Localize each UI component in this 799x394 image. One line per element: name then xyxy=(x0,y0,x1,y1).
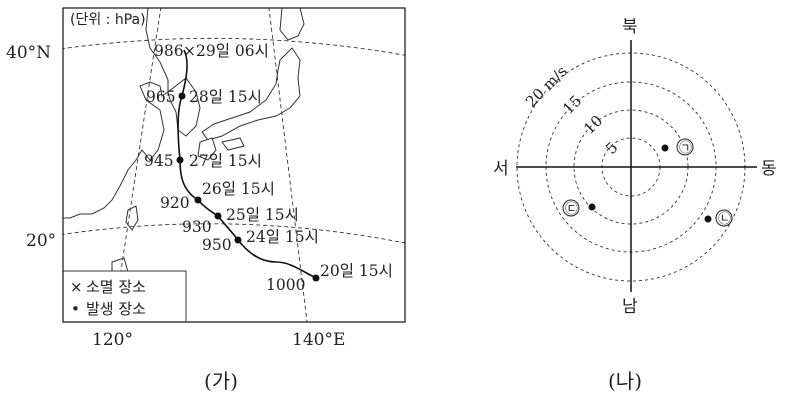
land-japan-north xyxy=(279,8,305,41)
legend-genesis-label: 발생 장소 xyxy=(86,300,146,318)
dissipation-marker-x: × xyxy=(183,42,196,60)
land-shikoku xyxy=(221,137,245,151)
lat-line-20 xyxy=(63,223,405,244)
track-point-920 xyxy=(194,196,202,204)
label-965: 965 xyxy=(146,88,176,106)
point-a-dot xyxy=(661,144,669,152)
label-25-15: 25일 15시 xyxy=(226,206,299,224)
legend-genesis-symbol: • xyxy=(71,300,80,318)
label-945: 945 xyxy=(144,152,174,170)
land-kyushu xyxy=(197,137,217,161)
lat-label-40n: 40°N xyxy=(6,43,51,63)
point-c-dot xyxy=(588,203,596,211)
direction-north: 북 xyxy=(622,17,638,37)
track-labels: 986 × 29일 06시 965 28일 15시 945 27일 15시 26… xyxy=(144,42,393,294)
legend-dissipation-label: 소멸 장소 xyxy=(86,278,146,296)
land-korean-peninsula xyxy=(167,77,201,137)
lon-label-140e: 140°E xyxy=(292,330,345,350)
ring-label-15: 15 xyxy=(559,92,585,118)
label-20-15: 20일 15시 xyxy=(320,262,393,280)
point-a-label: ㉠ xyxy=(679,141,692,156)
lon-label-120: 120° xyxy=(92,330,133,350)
land-japan-main xyxy=(201,47,301,141)
unit-label: (단위 : hPa) xyxy=(70,12,146,28)
direction-east: 동 xyxy=(761,159,777,179)
map-legend: × 소멸 장소 • 발생 장소 xyxy=(63,270,187,322)
axes xyxy=(516,40,757,292)
typhoon-track-map: 986 × 29일 06시 965 28일 15시 945 27일 15시 26… xyxy=(6,7,406,393)
caption-ga: (가) xyxy=(204,369,238,393)
label-950: 950 xyxy=(202,236,232,254)
track-point-950 xyxy=(234,236,242,244)
legend-dissipation-symbol: × xyxy=(70,278,83,296)
land-korea-china xyxy=(63,8,169,219)
direction-south: 남 xyxy=(622,297,638,317)
label-26-15: 26일 15시 xyxy=(202,180,275,198)
label-1000: 1000 xyxy=(266,276,305,294)
track-point-945 xyxy=(176,156,184,164)
land-taiwan xyxy=(125,205,139,231)
track-points xyxy=(176,92,320,282)
wind-polar-diagram: 북 남 동 서 5 10 15 20 m/s ㉠ ㉡ ㉢ (나) xyxy=(493,17,777,393)
point-c-label: ㉢ xyxy=(565,202,578,217)
point-b-dot xyxy=(704,215,712,223)
track-point-965 xyxy=(178,92,186,100)
point-b-marker xyxy=(715,209,733,227)
label-930: 930 xyxy=(182,218,212,236)
label-24-15: 24일 15시 xyxy=(246,228,319,246)
point-c-marker xyxy=(562,199,580,217)
point-a-marker xyxy=(676,138,694,156)
wind-points: ㉠ ㉡ ㉢ xyxy=(562,138,733,227)
graticule xyxy=(63,8,405,322)
typhoon-track-line xyxy=(177,49,317,279)
map-frame xyxy=(62,7,406,323)
point-b-label: ㉡ xyxy=(718,212,731,227)
label-27-15: 27일 15시 xyxy=(189,152,262,170)
track-point-930 xyxy=(214,212,222,220)
direction-west: 서 xyxy=(493,159,509,179)
label-28-15: 28일 15시 xyxy=(189,88,262,106)
genesis-point xyxy=(312,274,320,282)
lat-label-20: 20° xyxy=(26,231,56,251)
ring-label-10: 10 xyxy=(580,112,606,138)
label-29-06: 29일 06시 xyxy=(196,42,269,60)
label-920: 920 xyxy=(160,194,190,212)
caption-na: (나) xyxy=(608,369,642,393)
lat-line-40n xyxy=(63,37,405,56)
label-986: 986 xyxy=(154,42,184,60)
